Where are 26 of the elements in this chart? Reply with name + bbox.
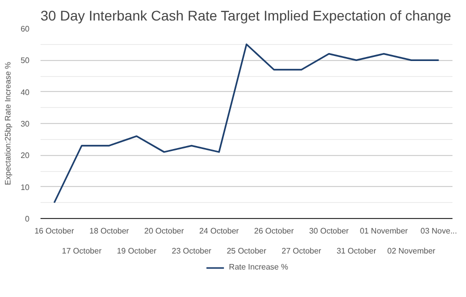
y-tick-label: 60 [20, 24, 30, 34]
y-tick-label: 0 [25, 214, 30, 224]
x-tick-label: 03 Nove... [420, 226, 458, 236]
y-tick-label: 10 [20, 182, 30, 192]
x-tick-label: 31 October [336, 246, 376, 256]
x-tick-label: 26 October [254, 226, 294, 236]
x-tick-label: 24 October [199, 226, 240, 236]
chart-title: 30 Day Interbank Cash Rate Target Implied Expectation of change [40, 8, 452, 24]
x-tick-label: 30 October [309, 226, 350, 236]
y-tick-label: 50 [20, 56, 30, 66]
x-tick-label: 20 October [144, 226, 184, 236]
x-tick-label: 23 October [172, 246, 212, 256]
x-tick-label: 18 October [89, 226, 130, 236]
x-tick-label: 17 October [62, 246, 102, 256]
x-tick-label: 16 October [34, 226, 74, 236]
x-tick-label: 19 October [116, 246, 157, 256]
y-tick-label: 30 [20, 120, 30, 128]
x-tick-label: 01 November [360, 226, 408, 236]
y-axis-title: Expectation:25bp Rate Increase % [4, 62, 13, 186]
line-series [53, 44, 440, 204]
x-tick-label: 25 October [226, 246, 267, 256]
x-tick-label: 02 November [387, 246, 436, 256]
x-tick-label: 27 October [282, 246, 322, 256]
y-tick-label: 20 [20, 151, 30, 160]
legend-label: Rate Increase % [228, 262, 288, 272]
y-tick-label: 40 [20, 88, 30, 97]
